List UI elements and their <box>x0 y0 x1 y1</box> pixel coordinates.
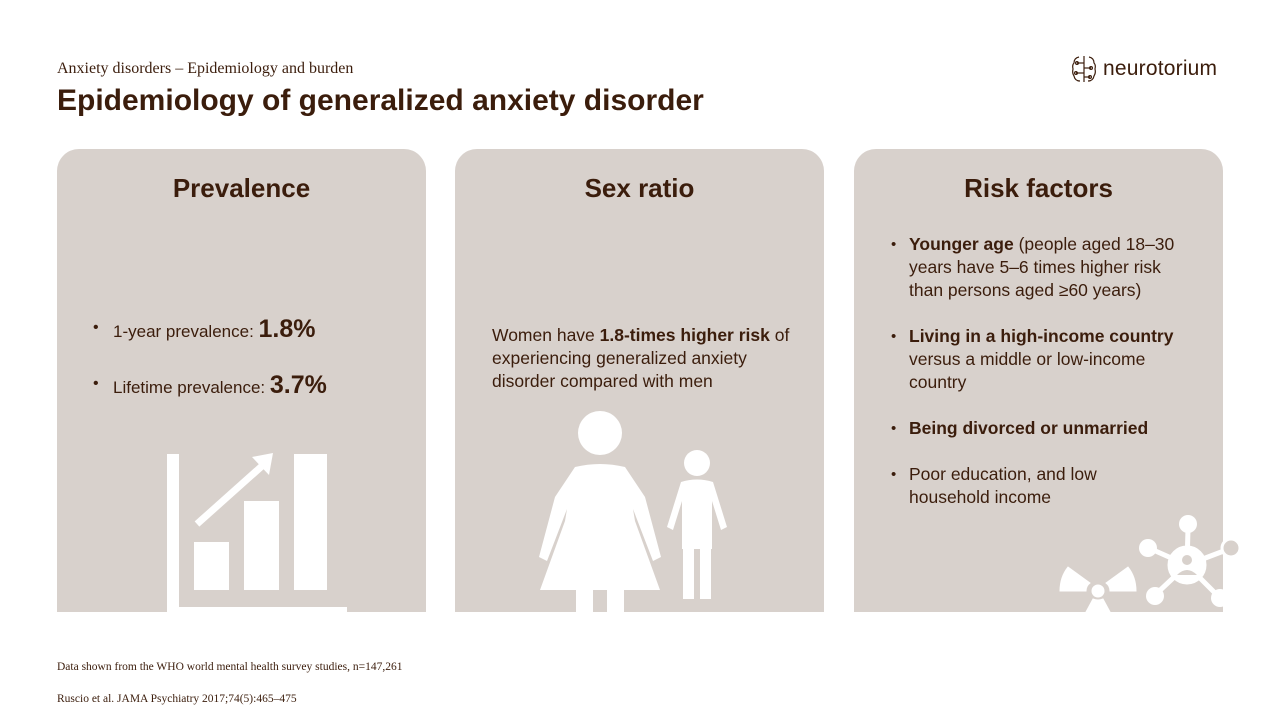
sex-ratio-title: Sex ratio <box>584 173 695 203</box>
risk-factor-text: Poor education, and low household income <box>909 464 1097 507</box>
data-source-note: Data shown from the WHO world mental hea… <box>57 661 403 673</box>
woman-and-child-icon <box>539 411 727 612</box>
network-person-icon <box>1139 515 1242 607</box>
risk-factors-title: Risk factors <box>964 173 1113 203</box>
reference-citation: Ruscio et al. JAMA Psychiatry 2017;74(5)… <box>57 693 297 705</box>
list-item: Younger age (people aged 18–30 years hav… <box>891 233 1181 302</box>
prevalence-card: Prevalence 1-year prevalence: 1.8% Lifet… <box>57 149 426 612</box>
page-title: Epidemiology of generalized anxiety diso… <box>57 84 704 117</box>
sex-ratio-text: Women have 1.8-times higher risk of expe… <box>492 324 812 393</box>
sex-ratio-highlight: 1.8-times higher risk <box>599 325 770 345</box>
prevalence-label: 1-year prevalence: <box>113 322 259 341</box>
risk-factors-list: Younger age (people aged 18–30 years hav… <box>891 233 1181 532</box>
list-item: Being divorced or unmarried <box>891 417 1181 440</box>
sex-ratio-text-start: Women have <box>492 325 600 345</box>
list-item: Poor education, and low household income <box>891 463 1181 509</box>
neurotorium-logo: neurotorium <box>1071 54 1217 84</box>
radiation-icon <box>1059 566 1137 628</box>
risk-factor-bold: Younger age <box>909 234 1014 254</box>
brain-circuit-icon <box>1072 56 1096 82</box>
risk-factor-text: (people aged 18–30 years have 5–6 times … <box>909 234 1175 300</box>
prevalence-list: 1-year prevalence: 1.8% Lifetime prevale… <box>93 315 327 427</box>
risk-factor-text: versus a middle or low-income country <box>909 349 1146 392</box>
logo-text: neurotorium <box>1103 57 1218 80</box>
list-item: Lifetime prevalence: 3.7% <box>93 371 327 427</box>
sex-ratio-card: Sex ratio Women have 1.8-times higher ri… <box>455 149 824 612</box>
growth-chart-icon <box>167 453 347 612</box>
risk-factors-card: Risk factors Younger age (people aged 18… <box>854 149 1242 628</box>
prevalence-title: Prevalence <box>172 173 311 203</box>
sex-ratio-text-end: of experiencing generalized anxiety diso… <box>492 325 790 391</box>
risk-factor-bold: Being divorced or unmarried <box>909 418 1149 438</box>
list-item: 1-year prevalence: 1.8% <box>93 315 327 371</box>
risk-factor-bold: Living in a high-income country <box>909 326 1174 346</box>
prevalence-value: 1.8% <box>258 315 316 343</box>
prevalence-value: 3.7% <box>269 371 327 399</box>
list-item: Living in a high-income country versus a… <box>891 325 1181 394</box>
section-subtitle: Anxiety disorders – Epidemiology and bur… <box>57 60 354 77</box>
prevalence-label: Lifetime prevalence: <box>113 378 270 397</box>
